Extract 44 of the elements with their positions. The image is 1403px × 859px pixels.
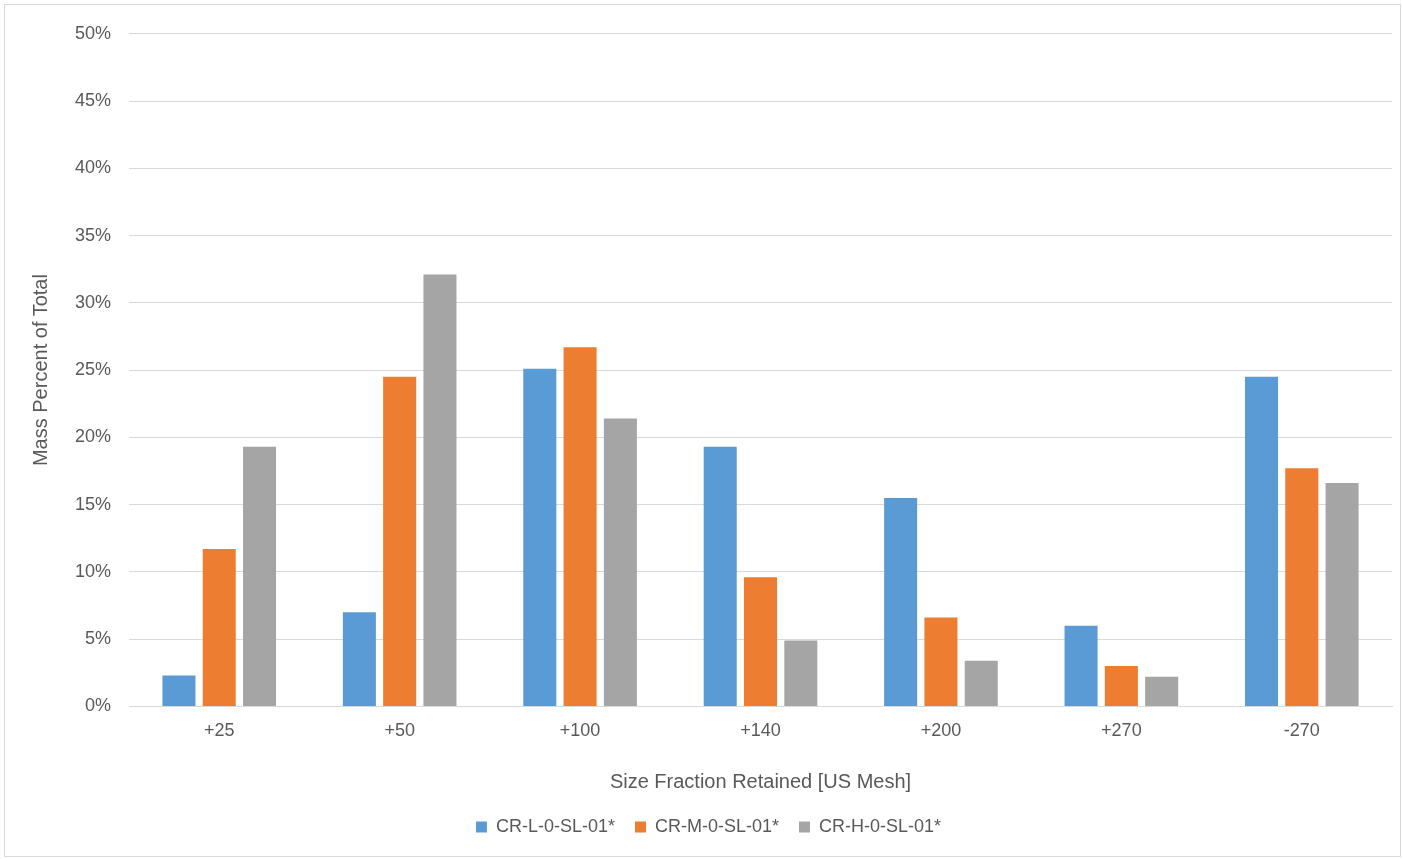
y-tick-label: 0%	[85, 695, 112, 716]
x-tick-label: +200	[920, 720, 962, 741]
y-tick-label: 35%	[75, 224, 112, 245]
y-tick-label: 45%	[75, 90, 112, 111]
y-tick-label: 15%	[75, 493, 112, 514]
bar	[423, 274, 457, 706]
x-axis-title: Size Fraction Retained [US Mesh]	[609, 769, 912, 792]
bar	[964, 660, 998, 706]
bar	[784, 640, 818, 706]
bar	[162, 675, 196, 706]
y-tick-label: 20%	[75, 426, 112, 447]
legend-label: CR-L-0-SL-01*	[495, 815, 615, 836]
legend-label: CR-M-0-SL-01*	[654, 815, 780, 836]
y-tick-label: 50%	[75, 22, 112, 43]
bar	[563, 347, 597, 706]
y-tick-label: 30%	[75, 291, 112, 312]
y-tick-label: 25%	[75, 359, 112, 380]
bar	[1325, 483, 1359, 706]
bar	[743, 577, 778, 706]
x-tick-label: +270	[1101, 720, 1142, 741]
bar	[1064, 625, 1098, 706]
x-tick-label: +140	[740, 720, 781, 741]
bar	[1104, 666, 1138, 706]
y-tick-label: 5%	[85, 628, 112, 649]
bar	[243, 446, 277, 706]
bar	[202, 549, 236, 706]
y-axis-title: Mass Percent of Total	[28, 274, 51, 467]
bar	[1244, 376, 1279, 706]
bar	[1285, 468, 1319, 706]
bar	[342, 612, 376, 706]
x-tick-label: +50	[384, 720, 415, 741]
bar	[1145, 676, 1179, 706]
bar	[603, 418, 637, 706]
y-tick-label: 10%	[75, 560, 112, 581]
legend-label: CR-H-0-SL-01*	[819, 815, 942, 836]
bar	[383, 376, 417, 706]
bar	[703, 446, 737, 706]
x-tick-label: +25	[203, 720, 235, 741]
x-tick-label: +100	[559, 720, 601, 741]
x-tick-label: -270	[1283, 720, 1320, 741]
y-tick-label: 40%	[75, 157, 112, 178]
bar	[924, 617, 958, 706]
bar	[523, 368, 557, 706]
bar	[884, 497, 918, 706]
